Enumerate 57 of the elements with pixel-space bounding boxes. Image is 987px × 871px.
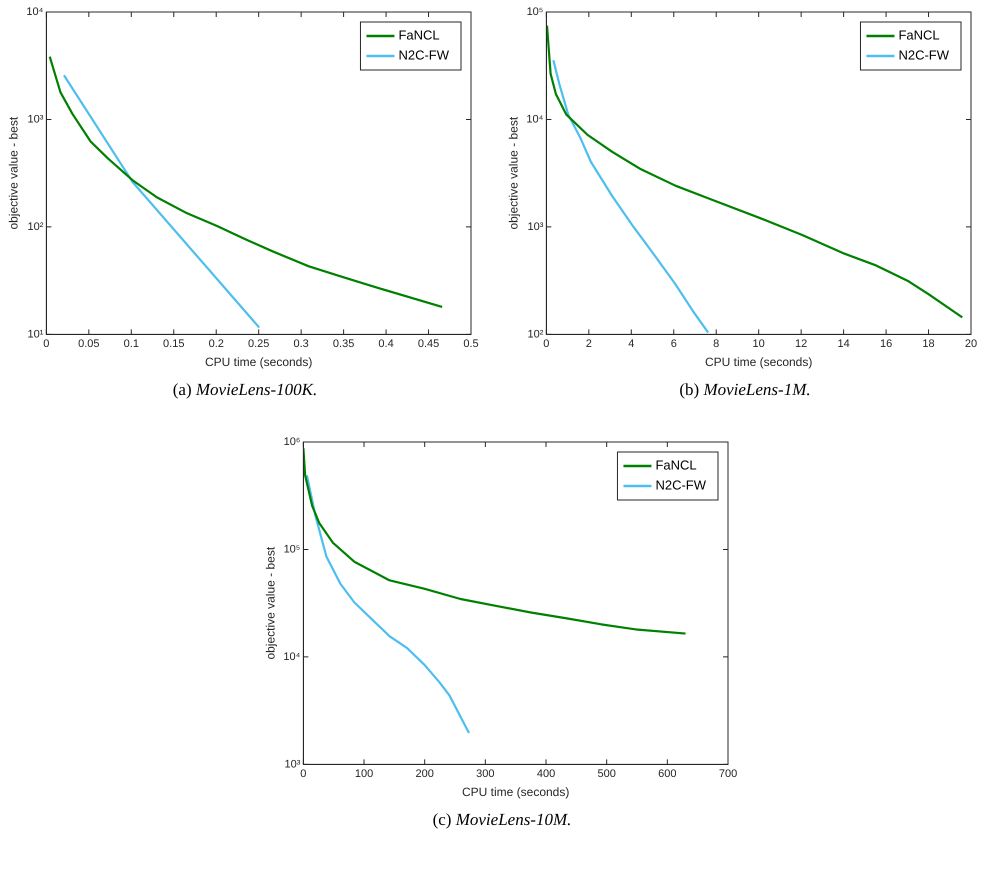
text: (b) MovieLens-1M. — [679, 380, 811, 399]
x-tick-label: 100 — [354, 768, 374, 780]
legend-label: N2C-FW — [398, 48, 450, 63]
x-tick-label: 20 — [964, 338, 978, 350]
x-tick-label: 8 — [713, 338, 720, 350]
y-tick-label: 10³ — [527, 220, 544, 233]
x-tick-label: 14 — [837, 338, 850, 350]
y-tick-label: 10⁶ — [284, 436, 300, 448]
x-tick-label: 600 — [658, 768, 677, 780]
x-tick-label: 0 — [543, 338, 550, 350]
x-tick-label: 12 — [795, 338, 808, 350]
x-tick-label: 0.1 — [124, 338, 139, 350]
x-tick-label: 0.4 — [378, 338, 394, 350]
y-tick-label: 10⁴ — [526, 114, 544, 126]
x-tick-label: 0.15 — [163, 338, 184, 350]
y-axis-title: objective value - best — [264, 546, 278, 660]
x-tick-label: 0.3 — [293, 338, 309, 350]
x-tick-label: 0 — [43, 338, 50, 350]
x-tick-label: 4 — [628, 338, 634, 350]
x-tick-label: 16 — [880, 338, 892, 350]
legend-label: FaNCL — [655, 458, 697, 473]
x-tick-label: 10 — [752, 338, 765, 350]
legend-label: N2C-FW — [655, 478, 707, 493]
x-tick-label: 2 — [586, 338, 592, 350]
x-tick-label: 0.25 — [248, 338, 270, 350]
y-tick-label: 10² — [27, 220, 44, 233]
y-tick-label: 10⁵ — [526, 6, 544, 18]
x-tick-label: 200 — [416, 768, 434, 780]
y-axis-title: objective value - best — [506, 116, 521, 230]
x-axis-title: CPU time (seconds) — [704, 355, 812, 370]
x-tick-label: 18 — [922, 338, 935, 350]
y-tick-label: 10⁴ — [283, 650, 301, 663]
y-tick-label: 10⁵ — [284, 544, 300, 556]
x-tick-label: 0.35 — [332, 338, 354, 350]
y-axis-title: objective value - best — [6, 116, 21, 230]
y-tick-label: 10¹ — [27, 328, 44, 340]
x-tick-label: 700 — [718, 768, 738, 780]
x-tick-label: 500 — [597, 768, 616, 780]
x-tick-label: 0 — [300, 768, 306, 780]
x-tick-label: 0.45 — [418, 338, 440, 350]
legend-label: N2C-FW — [898, 48, 950, 63]
x-tick-label: 300 — [476, 768, 495, 780]
legend-label: FaNCL — [898, 28, 940, 43]
y-tick-label: 10⁴ — [26, 6, 44, 18]
text: (a) MovieLens-100K. — [172, 380, 318, 399]
x-tick-label: 400 — [536, 768, 556, 780]
x-axis-title: CPU time (seconds) — [462, 785, 570, 800]
x-tick-label: 0.05 — [78, 338, 100, 350]
x-tick-label: 0.2 — [208, 338, 224, 350]
x-tick-label: 6 — [670, 338, 677, 350]
x-tick-label: 0.5 — [463, 338, 479, 350]
legend-label: FaNCL — [398, 28, 440, 43]
y-tick-label: 10² — [527, 328, 544, 340]
y-tick-label: 10³ — [27, 114, 44, 126]
y-tick-label: 10³ — [284, 758, 301, 770]
x-axis-title: CPU time (seconds) — [204, 355, 312, 370]
text: (c) MovieLens-10M. — [432, 810, 572, 829]
